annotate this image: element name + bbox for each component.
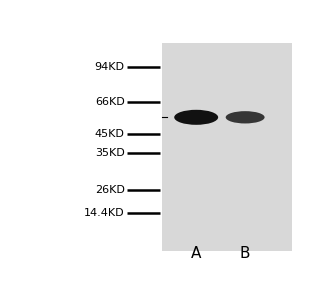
Text: 45KD: 45KD: [95, 129, 125, 139]
Text: 14.4KD: 14.4KD: [84, 208, 125, 218]
Text: 94KD: 94KD: [95, 62, 125, 72]
Text: 26KD: 26KD: [95, 184, 125, 195]
Text: 35KD: 35KD: [95, 148, 125, 158]
Ellipse shape: [226, 111, 265, 124]
Text: 66KD: 66KD: [95, 97, 125, 107]
Text: A: A: [191, 246, 202, 261]
Ellipse shape: [174, 110, 218, 125]
Text: B: B: [240, 246, 250, 261]
Bar: [162, 43, 292, 251]
